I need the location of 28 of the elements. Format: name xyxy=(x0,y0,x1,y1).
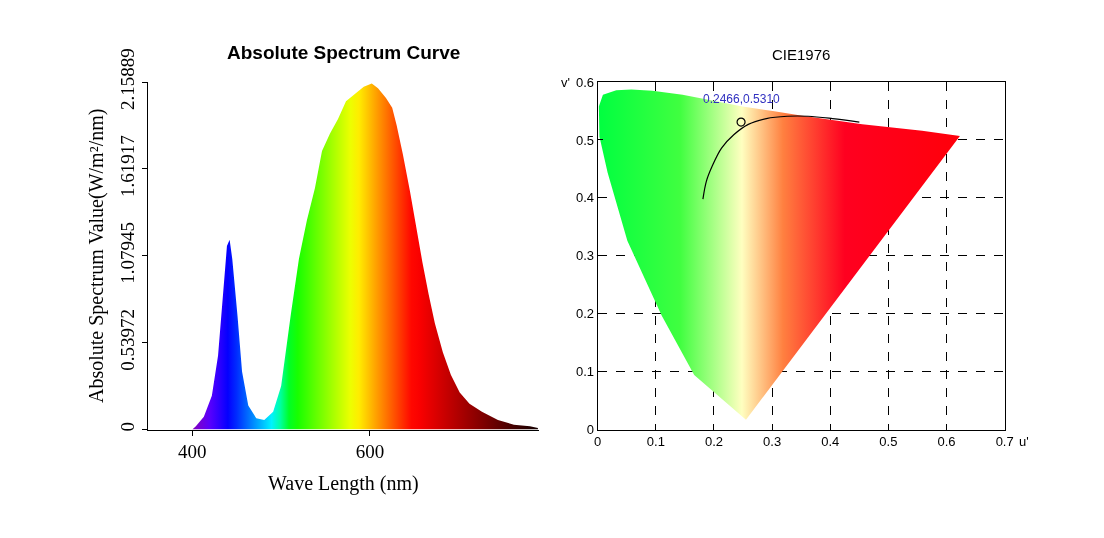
y-axis-title: Absolute Spectrum Value(W/m²/nm) xyxy=(84,108,108,404)
chart-title: Absolute Spectrum Curve xyxy=(227,42,461,63)
annotation: 0.2466,0.5310 xyxy=(703,92,781,106)
x-tick-label: 0.2 xyxy=(704,434,724,450)
y-tick-label: 2.15889 xyxy=(117,48,139,111)
y-tick-label: 0.2 xyxy=(576,306,595,322)
x-tick-label: 400 xyxy=(178,441,207,463)
x-tick-label: 0.5 xyxy=(879,434,898,450)
y-tick-label: 1.61917 xyxy=(117,135,139,197)
y-tick-label: 0 xyxy=(586,422,595,438)
x-tick-label: 0.3 xyxy=(763,434,782,450)
x-tick-label: 0.7 xyxy=(995,434,1014,450)
x-tick-label: 0.6 xyxy=(937,434,956,450)
y-tick-label: 0.6 xyxy=(576,74,595,90)
y-tick-label: 1.07945 xyxy=(117,222,139,284)
x-tick-label: 0.1 xyxy=(646,434,665,450)
y-tick-label: 0.4 xyxy=(576,190,595,206)
y-tick-label: 0 xyxy=(117,421,139,432)
x-axis-title: u' xyxy=(1019,434,1029,449)
y-tick-label: 0.5 xyxy=(576,132,595,148)
y-tick-label: 0.1 xyxy=(576,364,595,380)
y-tick-label: 0.3 xyxy=(576,248,595,264)
x-tick-label: 600 xyxy=(355,441,385,463)
chart-title: CIE1976 xyxy=(772,46,831,63)
x-tick-label: 0.4 xyxy=(821,434,840,450)
y-tick-label: 0.53972 xyxy=(117,308,139,371)
x-axis-title: Wave Length (nm) xyxy=(268,471,419,495)
y-axis-title: v' xyxy=(561,75,570,90)
